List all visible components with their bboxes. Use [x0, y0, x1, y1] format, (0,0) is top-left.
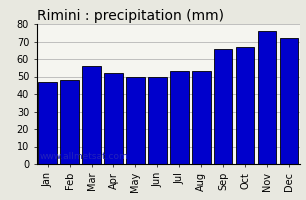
Bar: [192, 71, 211, 164]
Bar: [280, 38, 298, 164]
Bar: [148, 76, 167, 164]
Bar: [38, 82, 57, 164]
Bar: [170, 71, 188, 164]
Text: Rimini : precipitation (mm): Rimini : precipitation (mm): [37, 9, 224, 23]
Bar: [82, 66, 101, 164]
Bar: [258, 31, 276, 164]
Bar: [214, 48, 233, 164]
Bar: [126, 76, 145, 164]
Bar: [60, 80, 79, 164]
Text: www.allmetsat.com: www.allmetsat.com: [39, 152, 128, 161]
Bar: [104, 73, 123, 164]
Bar: [236, 47, 254, 164]
